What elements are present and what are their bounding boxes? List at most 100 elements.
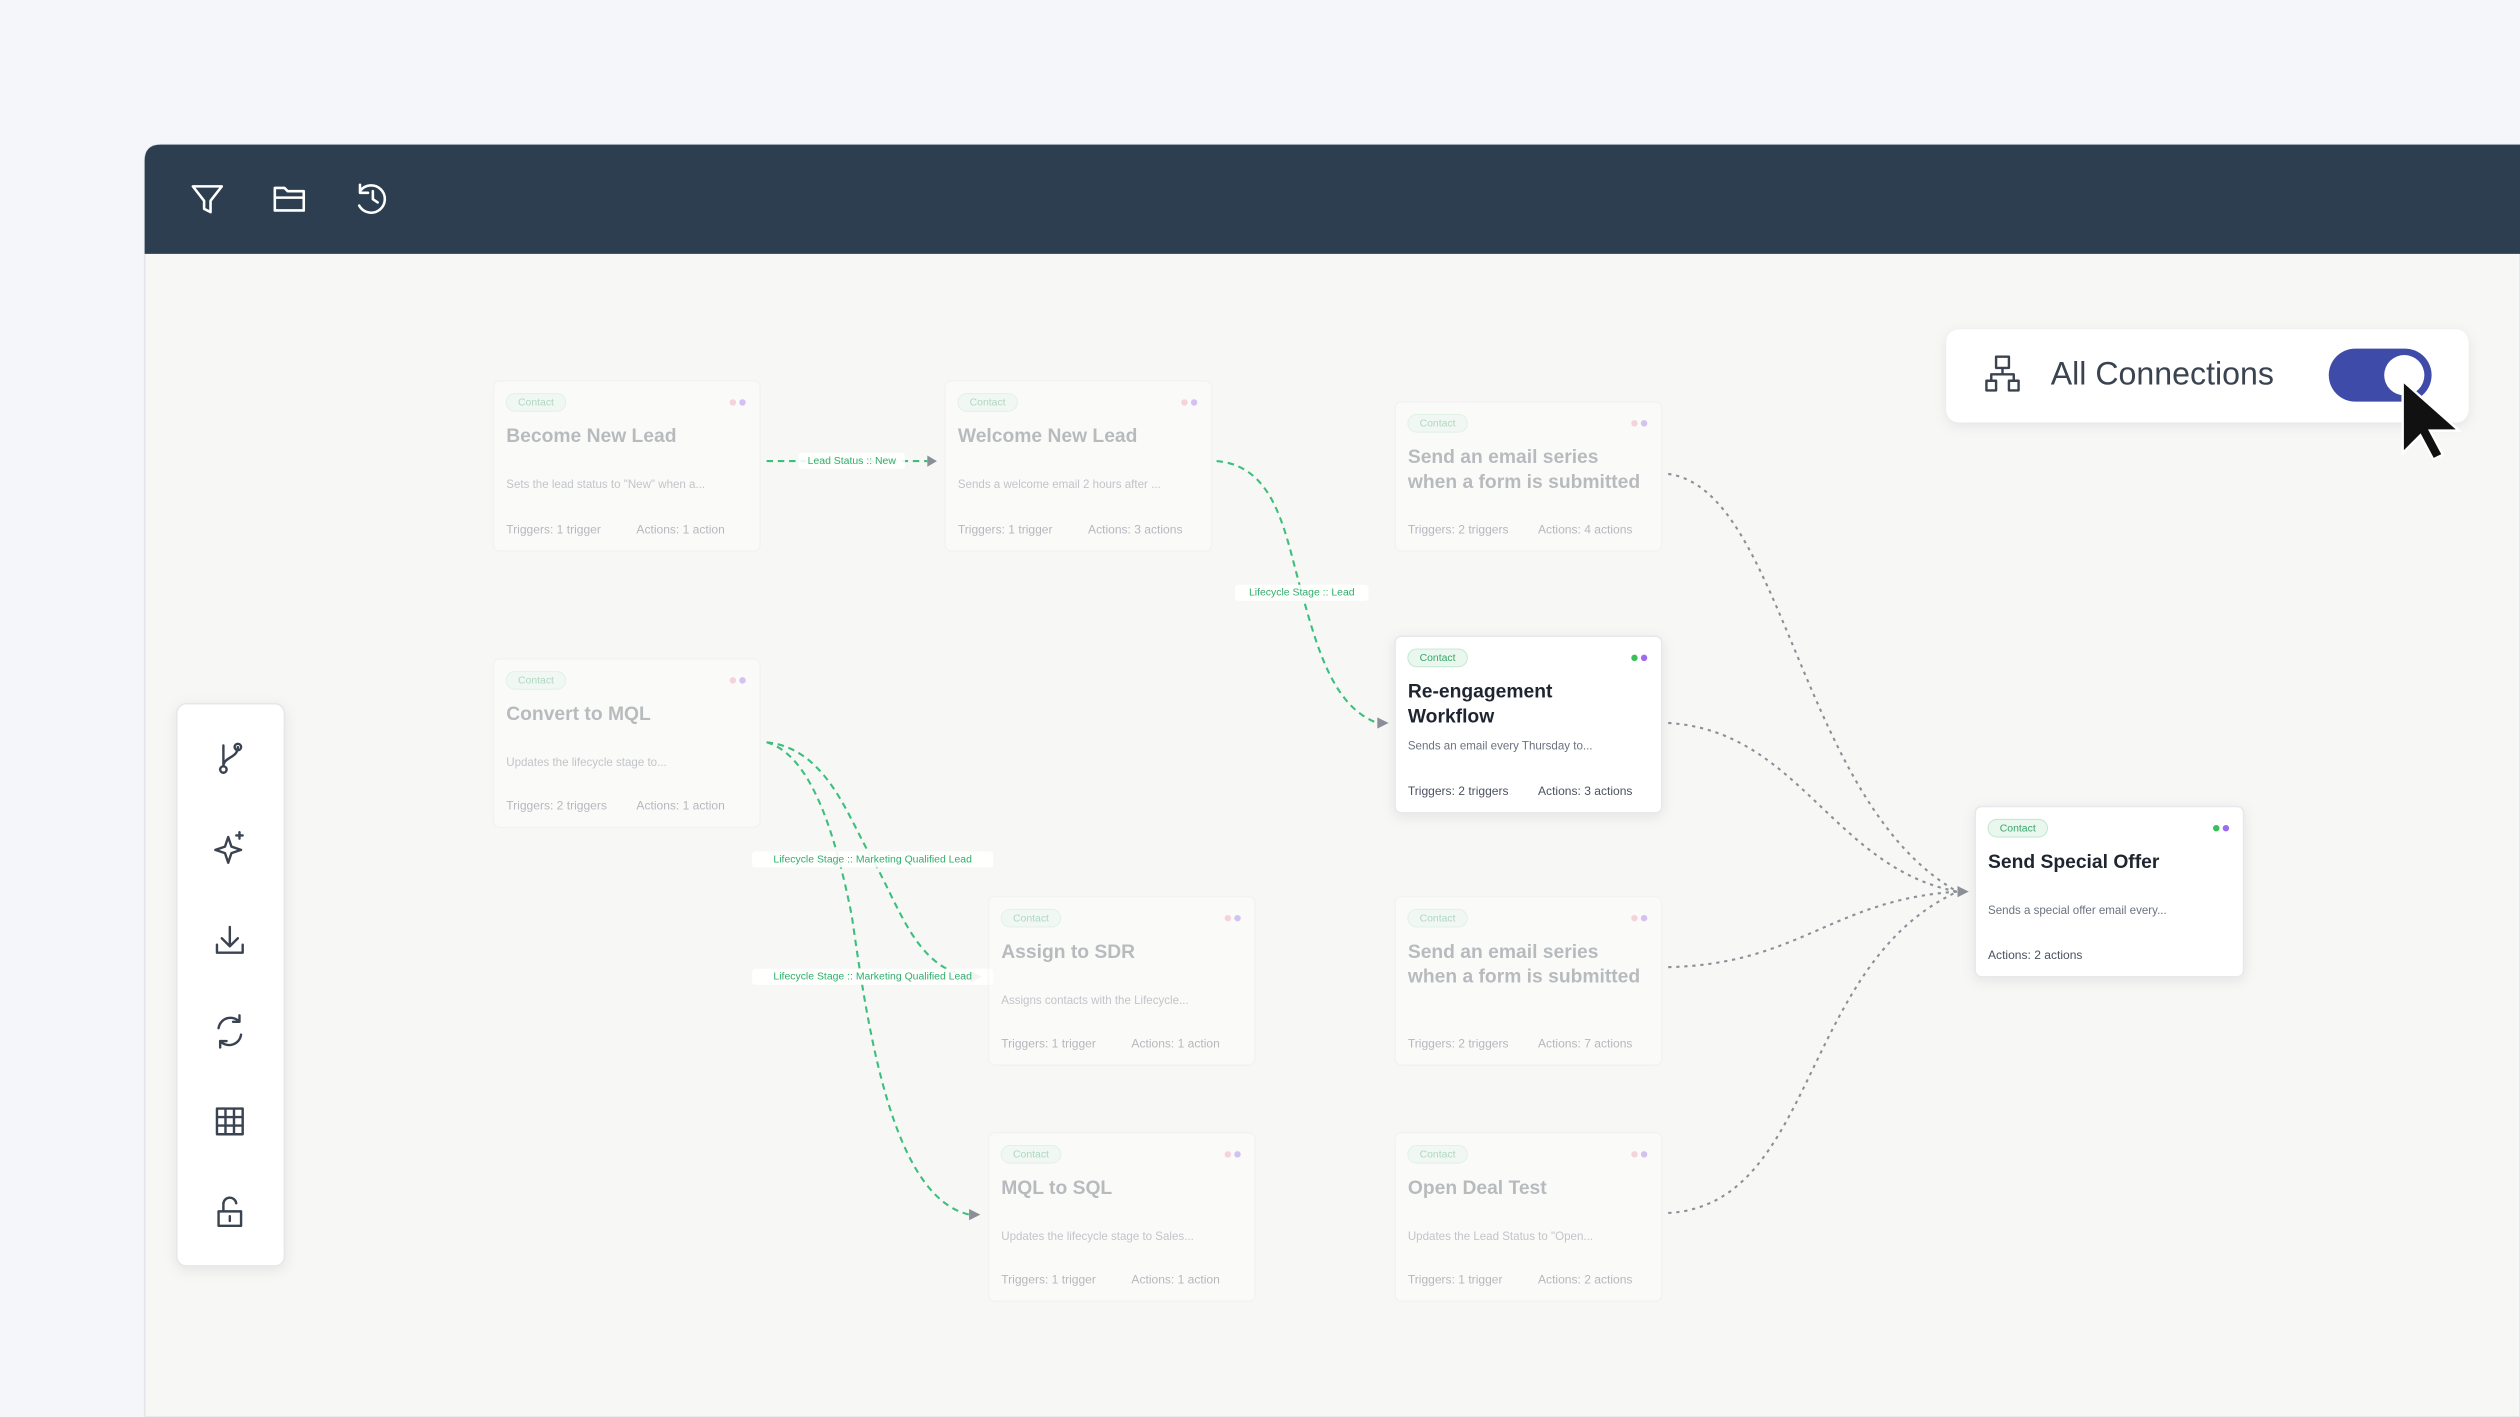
status-dot [1640, 654, 1648, 662]
card-body [987, 1131, 1256, 1303]
workflow-card[interactable]: Contact Become New Lead Sets the lead stat… [492, 379, 761, 552]
card-triggers: Triggers: 1 trigger [1001, 1273, 1096, 1287]
card-title: Welcome New Lead [958, 426, 1138, 447]
ai-tool[interactable] [214, 831, 244, 864]
card-title: Become New Lead [506, 426, 676, 447]
arrow-head [927, 455, 937, 467]
workflow-card[interactable]: Contact Send Special Offer Sends a special… [1974, 805, 2245, 978]
status-dot [1181, 399, 1188, 406]
card-title: Assign to SDR [1001, 942, 1135, 963]
workflow-card[interactable]: Contact Convert to MQL Updates the lifecyc… [492, 657, 761, 829]
connection-label-bg [1235, 584, 1369, 601]
connection-label: Lifecycle Stage :: Marketing Qualified L… [773, 972, 972, 983]
workflow-card[interactable]: Contact Re-engagement Workflow Sends an ema… [1394, 635, 1663, 814]
tag-pill [1000, 908, 1062, 928]
arrow-head [969, 1208, 981, 1221]
card-triggers: Triggers: 1 trigger [506, 522, 601, 536]
card-body [492, 657, 761, 829]
download-tool[interactable] [215, 925, 244, 954]
connection-label: Lead Status :: New [808, 456, 897, 467]
card-tag: Contact [518, 676, 554, 687]
card-triggers: Triggers: 2 triggers [1408, 784, 1509, 798]
card-body [492, 379, 761, 552]
grid-tool[interactable] [215, 1107, 244, 1136]
workflow-card[interactable]: Contact Welcome New Lead Sends a welcome e… [944, 379, 1213, 552]
tag-pill [1987, 818, 2048, 838]
connection-label: Lifecycle Stage :: Marketing Qualified L… [773, 854, 972, 865]
arrow-head [1957, 886, 1969, 898]
tag-pill [505, 393, 567, 412]
card-tag: Contact [1420, 419, 1456, 430]
card-actions: Actions: 1 action [1131, 1036, 1219, 1050]
tag-pill [1407, 1145, 1468, 1164]
card-tag: Contact [2000, 823, 2036, 834]
tag-pill [1407, 414, 1468, 433]
connection-label-bg [752, 968, 994, 985]
connection-label: Lifecycle Stage :: Lead [1249, 588, 1355, 599]
card-body [1394, 635, 1663, 814]
card-triggers: Triggers: 2 triggers [506, 799, 607, 813]
card-title: Workflow [1408, 706, 1495, 727]
lock-tool[interactable] [217, 1196, 243, 1228]
card-body [944, 379, 1213, 552]
status-dot [2222, 824, 2230, 832]
connection-line [1668, 721, 1958, 893]
refresh-tool[interactable] [217, 1014, 243, 1049]
card-actions: Actions: 3 actions [1538, 784, 1632, 798]
history-button[interactable] [357, 183, 387, 214]
workflow-card[interactable]: Contact Send an email series when a form i… [1394, 895, 1663, 1066]
status-dot [1631, 420, 1638, 427]
card-body [1974, 805, 2245, 978]
card-description: Assigns contacts with the Lifecycle... [1001, 995, 1188, 1007]
connection-label-bg [752, 851, 994, 868]
branch-tool[interactable] [218, 742, 243, 774]
workflow-card[interactable]: Contact Send an email series when a form i… [1394, 400, 1663, 552]
card-title: Open Deal Test [1408, 1178, 1547, 1199]
card-tag: Contact [1013, 1150, 1049, 1161]
card-title: Send Special Offer [1988, 852, 2160, 873]
status-dot [1234, 1151, 1241, 1158]
card-triggers: Triggers: 2 triggers [1408, 522, 1509, 536]
card-tag: Contact [1420, 1150, 1456, 1161]
card-title: Convert to MQL [506, 704, 651, 725]
tag-pill [957, 393, 1018, 412]
connection-label-bg [798, 453, 906, 470]
status-dot [1631, 1151, 1638, 1158]
card-tag: Contact [1420, 913, 1456, 924]
workflow-card[interactable]: Contact MQL to SQL Updates the lifecycle s… [987, 1131, 1256, 1303]
status-dot [1190, 399, 1198, 406]
card-tag: Contact [518, 398, 554, 409]
folder-button[interactable] [273, 186, 306, 212]
card-description: Updates the lifecycle stage to... [506, 757, 666, 769]
status-dot [1224, 1151, 1232, 1158]
status-dot [1224, 914, 1232, 922]
card-triggers: Triggers: 1 trigger [1001, 1036, 1096, 1050]
card-actions: Actions: 1 action [636, 522, 724, 536]
card-actions: Actions: 4 actions [1538, 522, 1632, 536]
card-title: MQL to SQL [1001, 1178, 1112, 1199]
card-actions: Actions: 1 action [1131, 1273, 1219, 1287]
connections-panel [1946, 329, 2469, 423]
card-body [1394, 895, 1663, 1066]
tag-pill [505, 671, 567, 690]
arrow-head [1377, 717, 1389, 729]
card-title: when a form is submitted [1407, 967, 1640, 988]
mouse-cursor [2401, 378, 2463, 462]
filter-button[interactable] [191, 185, 224, 214]
connections [766, 455, 1969, 1221]
card-description: Sends an email every Thursday to... [1408, 740, 1593, 752]
card-tag: Contact [970, 398, 1006, 409]
tag-pill [1407, 908, 1468, 928]
workflow-card[interactable]: Contact Assign to SDR Assigns contacts wit… [987, 895, 1256, 1066]
card-description: Sets the lead status to "New" when a... [506, 479, 705, 491]
tag-pill [1000, 1145, 1062, 1164]
status-dot [1640, 420, 1648, 427]
status-dot [1631, 654, 1638, 662]
workflow-card[interactable]: Contact Open Deal Test Updates the Lead St… [1394, 1131, 1663, 1303]
card-tag: Contact [1013, 913, 1049, 924]
status-dot [2213, 824, 2220, 832]
card-actions: Actions: 3 actions [1088, 522, 1182, 536]
tag-pill [1407, 648, 1468, 668]
status-dot [739, 399, 746, 406]
